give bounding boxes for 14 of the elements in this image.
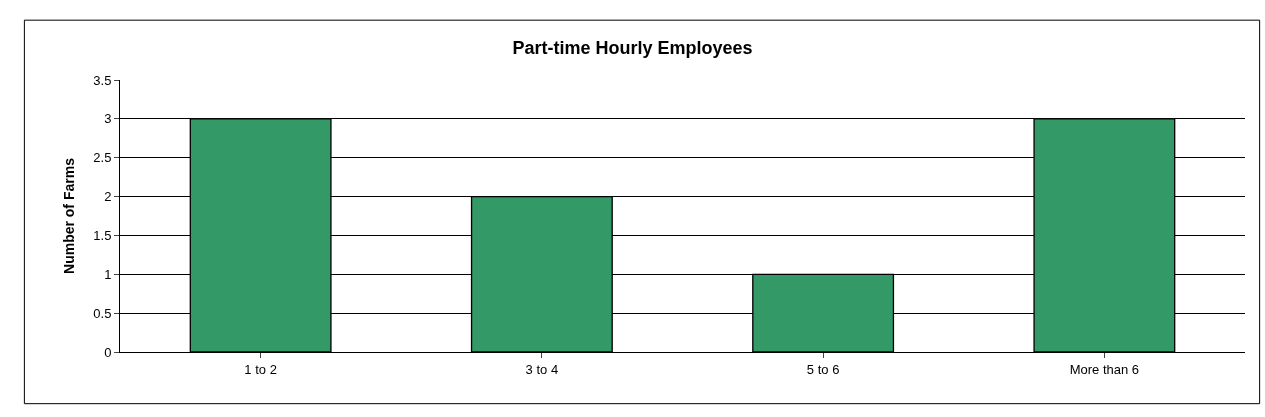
y-axis-title: Number of Farms	[60, 157, 77, 274]
y-tick-label: 0	[104, 344, 112, 360]
y-tick-label: 1.5	[93, 227, 112, 243]
y-tick-label: 2.5	[93, 150, 112, 166]
y-tick-label: 1	[104, 266, 112, 282]
y-tick-label: 2	[104, 189, 112, 205]
x-tick-label: 3 to 4	[525, 361, 559, 377]
x-tick-label: 5 to 6	[806, 361, 840, 377]
y-tick-label: 3.5	[93, 72, 112, 88]
y-tick-label: 3	[104, 111, 112, 127]
chart-title: Part-time Hourly Employees	[512, 38, 753, 59]
x-tick-label: More than 6	[1069, 361, 1140, 377]
x-tick-label: 1 to 2	[244, 361, 277, 377]
y-tick-label: 0.5	[93, 305, 112, 321]
